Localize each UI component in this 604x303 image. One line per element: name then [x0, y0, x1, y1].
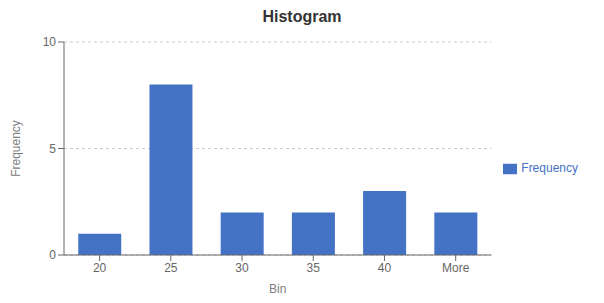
svg-text:0: 0 [49, 248, 56, 262]
svg-text:10: 10 [43, 35, 57, 49]
svg-text:20: 20 [93, 261, 107, 275]
svg-text:30: 30 [235, 261, 249, 275]
svg-text:More: More [442, 261, 470, 275]
html-text:Histogram: Histogram [262, 8, 342, 25]
svg-text:25: 25 [164, 261, 178, 275]
svg-text:Frequency: Frequency [9, 120, 23, 177]
svg-text:Bin: Bin [269, 282, 286, 296]
svg-text:40: 40 [378, 261, 392, 275]
svg-text:5: 5 [49, 142, 56, 156]
svg-text:35: 35 [307, 261, 321, 275]
html-text:Frequency: Frequency [521, 161, 578, 176]
